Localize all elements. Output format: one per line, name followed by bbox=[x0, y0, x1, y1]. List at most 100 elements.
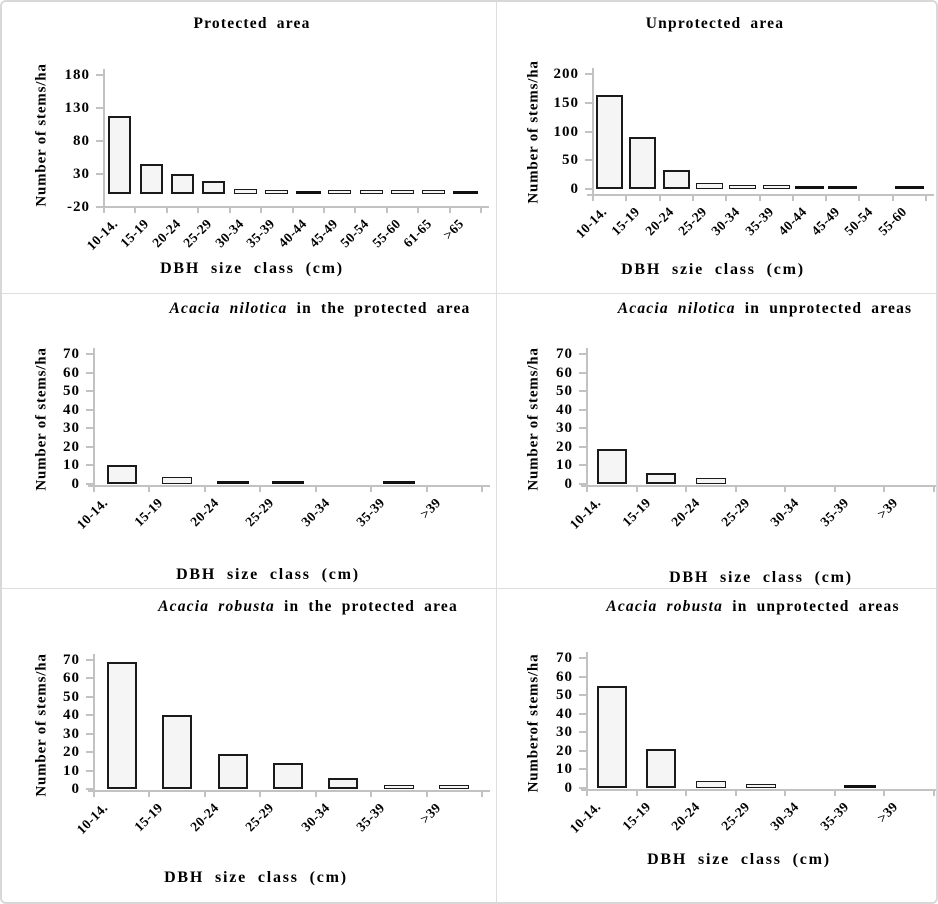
y-tick-mark bbox=[579, 712, 587, 715]
bar-solid bbox=[272, 481, 304, 484]
x-tick-mark bbox=[197, 206, 200, 213]
chart-panel-robusta-protected: Acacia robusta in the protected area Numb… bbox=[2, 589, 496, 902]
panel-divider-horizontal-1 bbox=[2, 293, 936, 294]
x-axis-title: DBH size class (cm) bbox=[176, 566, 360, 583]
y-tick-label: 30 bbox=[63, 725, 80, 742]
x-tick-label: 35-39 bbox=[353, 800, 388, 835]
y-tick-mark bbox=[579, 675, 587, 678]
bar bbox=[383, 785, 414, 789]
chart-panel-unprotected-area: Unprotected area Number of stems/ha DBH sz… bbox=[497, 2, 936, 293]
x-tick-mark bbox=[322, 206, 325, 213]
chart-title-species: Acacia nilotica bbox=[617, 300, 736, 317]
bar bbox=[596, 449, 627, 484]
x-tick-label: 30-34 bbox=[767, 799, 802, 834]
x-tick-mark bbox=[481, 485, 483, 492]
y-tick-label: 0 bbox=[570, 181, 579, 197]
bar bbox=[273, 763, 303, 789]
bar bbox=[696, 183, 724, 189]
y-tick-label: 10 bbox=[63, 762, 80, 779]
x-tick-mark bbox=[784, 485, 787, 492]
x-tick-label: 20-24 bbox=[149, 216, 184, 251]
x-tick-mark bbox=[148, 485, 151, 492]
x-tick-label: 25-29 bbox=[675, 204, 710, 239]
x-tick-mark bbox=[385, 206, 388, 213]
x-tick-mark bbox=[825, 194, 828, 201]
x-tick-mark bbox=[103, 206, 105, 213]
x-tick-mark bbox=[259, 790, 262, 797]
y-tick-label: 10 bbox=[556, 761, 573, 778]
y-tick-mark bbox=[579, 408, 587, 411]
y-tick-label: 30 bbox=[556, 724, 573, 741]
bar bbox=[108, 116, 132, 194]
chart-title: Acacia robusta in the protected area bbox=[158, 598, 458, 616]
x-tick-mark bbox=[586, 485, 588, 492]
bar bbox=[171, 174, 195, 194]
chart-title-text: in unprotected areas bbox=[735, 300, 913, 317]
y-axis-line bbox=[93, 654, 95, 790]
y-tick-mark bbox=[585, 101, 593, 104]
x-tick-label: 45-49 bbox=[306, 216, 341, 251]
y-tick-label: 30 bbox=[63, 420, 80, 437]
y-tick-mark bbox=[86, 353, 94, 355]
x-tick-label: 40-44 bbox=[274, 216, 310, 251]
x-tick-label: 15-19 bbox=[131, 800, 167, 835]
bar bbox=[646, 749, 677, 788]
chart-title-species: Acacia nilotica bbox=[169, 300, 288, 317]
bar-solid bbox=[894, 186, 924, 189]
y-tick-mark bbox=[579, 731, 587, 734]
x-tick-mark bbox=[370, 790, 373, 797]
x-tick-mark bbox=[758, 194, 761, 201]
bar bbox=[422, 190, 446, 194]
chart-panel-nilotica-protected: Acacia nilotica in the protected area Num… bbox=[2, 294, 496, 588]
y-tick-label: 0 bbox=[71, 476, 80, 492]
x-tick-label: 55-60 bbox=[369, 216, 404, 251]
y-tick-label: 150 bbox=[553, 94, 579, 111]
y-tick-mark bbox=[579, 464, 587, 467]
y-tick-label: 70 bbox=[556, 346, 573, 362]
x-tick-mark bbox=[93, 790, 95, 797]
y-tick-mark bbox=[579, 787, 587, 789]
bar bbox=[328, 190, 352, 194]
y-tick-mark bbox=[96, 206, 104, 209]
x-tick-mark bbox=[134, 206, 137, 213]
y-tick-mark bbox=[585, 188, 593, 190]
x-tick-label: 50-54 bbox=[841, 204, 876, 239]
bar bbox=[162, 477, 193, 484]
x-tick-label: >39 bbox=[874, 495, 902, 522]
y-axis-line bbox=[592, 68, 594, 194]
x-tick-label: >39 bbox=[874, 799, 902, 826]
y-tick-label: 50 bbox=[63, 688, 80, 705]
y-tick-label: 40 bbox=[556, 705, 573, 722]
x-tick-label: >39 bbox=[416, 495, 444, 522]
x-axis-line bbox=[581, 485, 936, 487]
x-tick-label: 40-44 bbox=[775, 204, 810, 239]
x-tick-mark bbox=[354, 206, 357, 213]
x-tick-label: 35-39 bbox=[817, 495, 852, 530]
y-axis-line bbox=[586, 652, 588, 789]
x-tick-mark bbox=[93, 485, 95, 492]
x-tick-mark bbox=[425, 485, 428, 492]
y-tick-label: 60 bbox=[63, 364, 80, 381]
y-tick-label: 40 bbox=[63, 401, 80, 418]
x-tick-mark bbox=[791, 194, 794, 201]
y-tick-label: 60 bbox=[556, 364, 573, 381]
x-tick-label: 45-49 bbox=[808, 204, 843, 239]
y-tick-label: 50 bbox=[63, 383, 80, 400]
chart-title-text: in the protected area bbox=[287, 300, 471, 317]
y-tick-label: 40 bbox=[63, 707, 80, 724]
y-tick-mark bbox=[585, 159, 593, 162]
bar bbox=[695, 478, 726, 484]
bar bbox=[202, 181, 226, 194]
x-tick-label: 30-34 bbox=[211, 216, 247, 251]
x-tick-mark bbox=[691, 194, 694, 201]
chart-title-text: Protected area bbox=[193, 15, 311, 32]
bar bbox=[328, 778, 359, 789]
x-tick-label: 15-19 bbox=[618, 799, 654, 834]
y-tick-mark bbox=[579, 483, 587, 485]
x-tick-mark bbox=[725, 194, 728, 201]
bar bbox=[106, 662, 137, 789]
bar bbox=[359, 190, 383, 194]
y-tick-mark bbox=[86, 732, 94, 735]
x-tick-mark bbox=[685, 485, 688, 492]
